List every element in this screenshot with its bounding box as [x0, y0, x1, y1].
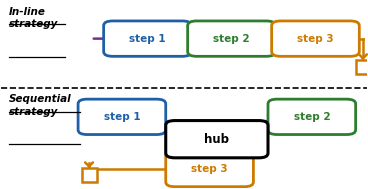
FancyBboxPatch shape	[82, 168, 97, 182]
Text: step 1: step 1	[104, 112, 140, 122]
Text: step 3: step 3	[191, 164, 228, 174]
FancyBboxPatch shape	[166, 151, 254, 187]
Text: step 2: step 2	[294, 112, 330, 122]
FancyBboxPatch shape	[166, 121, 268, 158]
FancyBboxPatch shape	[78, 99, 166, 135]
FancyBboxPatch shape	[104, 21, 191, 56]
FancyBboxPatch shape	[188, 21, 275, 56]
Text: In-line
strategy: In-line strategy	[9, 7, 58, 29]
Text: Sequential
strategy: Sequential strategy	[9, 94, 71, 117]
Text: step 3: step 3	[297, 34, 334, 44]
FancyBboxPatch shape	[355, 60, 368, 74]
Text: step 2: step 2	[213, 34, 250, 44]
Text: hub: hub	[204, 133, 229, 146]
FancyBboxPatch shape	[272, 21, 359, 56]
Text: step 1: step 1	[129, 34, 166, 44]
FancyBboxPatch shape	[268, 99, 355, 135]
